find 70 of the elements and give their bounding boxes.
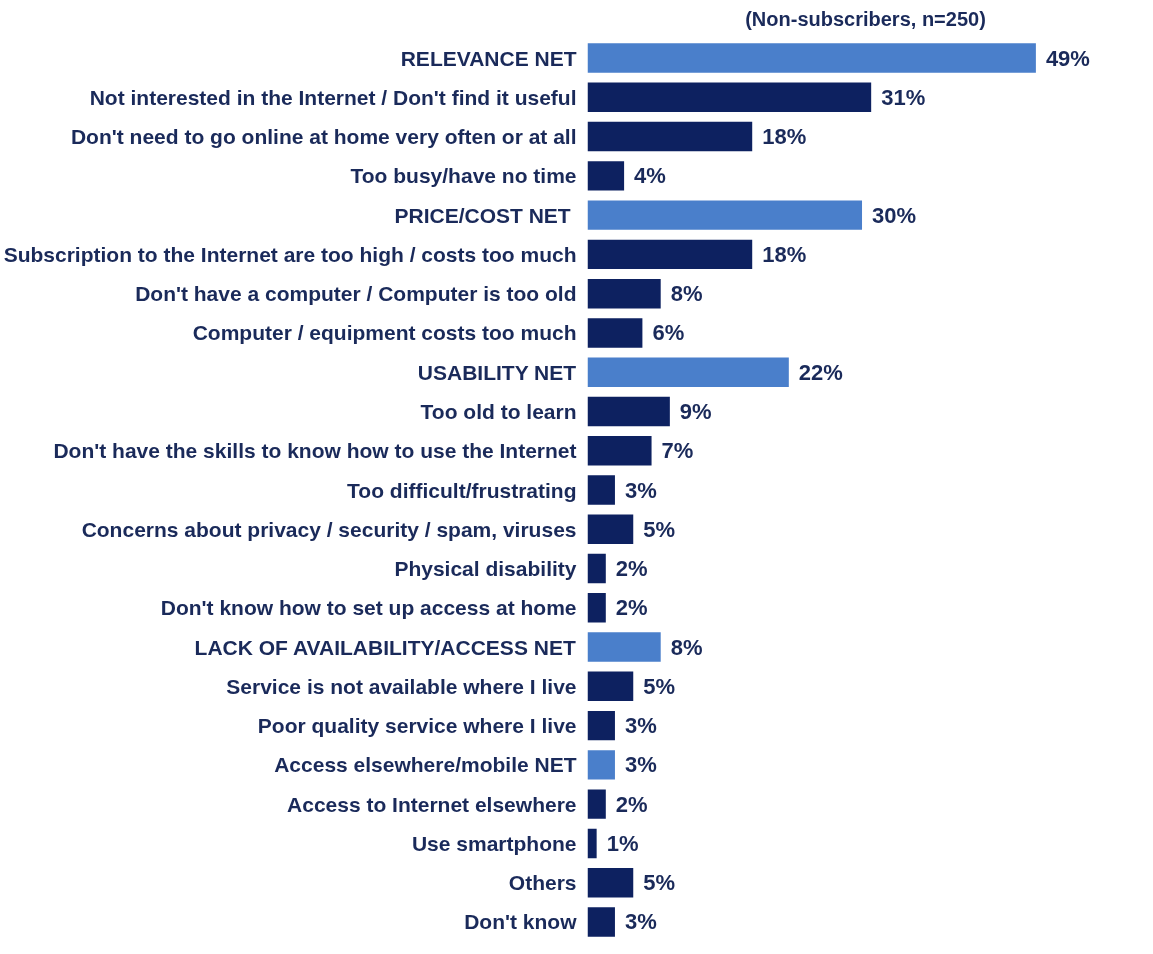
y-tick-label: Too difficult/frustrating xyxy=(347,478,577,502)
data-label: 3% xyxy=(624,909,657,935)
bar xyxy=(587,750,615,780)
y-tick-label: Access elsewhere/mobile NET xyxy=(274,753,577,777)
data-label: 5% xyxy=(643,870,676,896)
y-tick-label: Physical disability xyxy=(394,557,577,581)
data-label: 8% xyxy=(670,634,703,660)
data-label: 5% xyxy=(643,673,676,699)
bar xyxy=(587,161,625,191)
bar xyxy=(587,278,661,309)
data-label: 2% xyxy=(615,791,648,817)
y-tick-label: Too old to learn xyxy=(420,399,577,423)
data-label: 4% xyxy=(634,163,666,189)
data-label: 1% xyxy=(606,830,639,856)
data-label: 31% xyxy=(881,84,926,110)
bar xyxy=(587,436,652,466)
y-tick-label: Computer / equipment costs too much xyxy=(192,321,577,345)
y-tick-label: Service is not available where I live xyxy=(226,674,577,698)
data-label: 5% xyxy=(643,516,676,542)
bar xyxy=(587,789,606,819)
bar xyxy=(587,121,753,152)
y-tick-label: Don't know how to set up access at home xyxy=(160,596,577,620)
bar xyxy=(587,553,606,584)
bar xyxy=(587,396,670,427)
bar xyxy=(587,318,643,348)
y-tick-label: Don't have a computer / Computer is too old xyxy=(135,282,577,306)
data-label: 8% xyxy=(670,281,703,307)
data-label: 7% xyxy=(661,438,694,464)
y-tick-label: LACK OF AVAILABILITY/ACCESS NET xyxy=(194,635,576,659)
bar xyxy=(587,632,661,662)
data-label: 6% xyxy=(652,320,685,346)
y-tick-label: Access to Internet elsewhere xyxy=(287,792,577,816)
data-label: 3% xyxy=(624,713,657,739)
data-label: 49% xyxy=(1045,45,1090,71)
bar xyxy=(587,867,634,898)
y-tick-label: Don't need to go online at home very often or at all xyxy=(70,125,577,149)
data-label: 9% xyxy=(679,398,712,424)
y-tick-label: Concerns about privacy / security / spam, viruses xyxy=(81,517,577,541)
data-label: 2% xyxy=(615,595,648,621)
y-tick-label: USABILITY NET xyxy=(417,360,577,384)
data-label: 3% xyxy=(624,477,657,503)
y-tick-label: Too busy/have no time xyxy=(350,164,577,188)
bar xyxy=(587,475,615,505)
y-tick-label: Use smartphone xyxy=(411,831,577,855)
data-label: 2% xyxy=(615,556,648,582)
bar xyxy=(587,514,634,544)
bar xyxy=(587,82,872,113)
y-tick-label: PRICE/COST NET xyxy=(394,203,571,227)
chart-title: (Non-subscribers, n=250) xyxy=(745,7,986,30)
y-tick-label: RELEVANCE NET xyxy=(400,46,577,70)
y-tick-label: Poor quality service where I live xyxy=(257,714,577,738)
bar xyxy=(587,710,615,741)
bar xyxy=(587,43,1036,73)
data-label: 3% xyxy=(624,752,657,778)
y-tick-label: Subscription to the Internet are too high / costs too much xyxy=(3,242,577,266)
y-tick-label: Don't have the skills to know how to use the Internet xyxy=(53,439,577,463)
bar xyxy=(587,907,615,937)
data-label: 18% xyxy=(762,241,807,267)
y-tick-label: Others xyxy=(508,871,577,895)
y-tick-label: Don't know xyxy=(464,910,578,934)
data-label: 18% xyxy=(762,124,807,150)
bar xyxy=(587,671,634,702)
y-tick-label: Not interested in the Internet / Don't find it useful xyxy=(89,85,577,109)
bar xyxy=(587,357,789,387)
bar xyxy=(587,593,606,623)
bar xyxy=(587,200,863,230)
bar xyxy=(587,239,753,270)
bar xyxy=(587,828,597,859)
data-label: 22% xyxy=(798,359,843,385)
data-label: 30% xyxy=(872,202,917,228)
